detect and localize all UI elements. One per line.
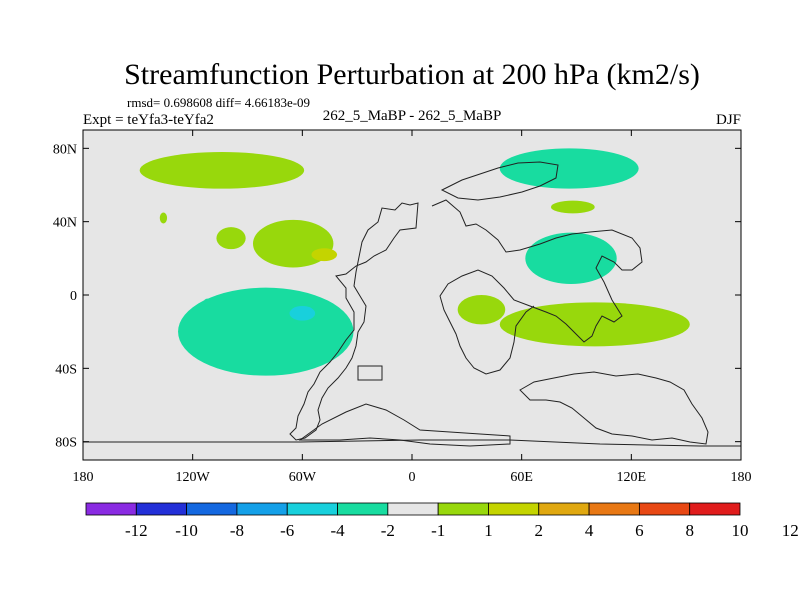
colorbar-label: -10 [175,521,198,540]
y-axis: 80N 40N 0 40S 80S [53,142,741,451]
x-tick-label: 60W [289,470,317,485]
colorbar-swatch [286,502,338,516]
coastline-americas [289,202,419,441]
x-tick-label: 120W [176,470,211,485]
colorbar-swatch [638,502,691,516]
x-tick-label: 180 [73,470,94,485]
colorbar-swatch [387,502,439,516]
colorbar-label: 12 [782,521,799,540]
contour-regions [139,148,690,376]
coastline-eurasia [431,199,643,375]
x-tick-label: 120E [617,470,647,485]
coastline-island [357,365,383,381]
y-tick-label: 0 [70,289,77,304]
colorbar-label: 1 [484,521,493,540]
contour-region-south-pacific-low-core [289,306,316,321]
y-tick-label: 80S [55,436,77,451]
experiment-label: Expt = teYfa3-teYfa2 [83,112,214,128]
colorbar-label: 4 [585,521,594,540]
chart-title: Streamfunction Perturbation at 200 hPa (… [124,58,700,91]
contour-region-sub-pacific-dot [203,298,211,307]
colorbar-label: -8 [230,521,244,540]
contour-region-north-pacific-high [139,152,305,189]
colorbar-label: -6 [280,521,294,540]
colorbar-swatch [588,502,640,516]
colorbar: -12 -10 -8 -6 -4 -2 -1 1 2 4 6 8 10 12 [85,502,799,540]
y-tick-label: 40N [53,216,77,231]
colorbar-swatch [85,502,137,516]
stats-label: rmsd= 0.698608 diff= 4.66183e-09 [127,95,310,110]
colorbar-swatch [538,502,590,516]
colorbar-label: 6 [635,521,644,540]
colorbar-label: -4 [330,521,345,540]
colorbar-swatch [488,502,540,516]
x-tick-label: 0 [409,470,416,485]
coastline-greenland [440,161,559,201]
colorbar-swatch [437,502,489,516]
y-tick-label: 40S [55,362,77,377]
contour-region-east-pacific-high [216,227,246,250]
x-tick-label: 180 [731,470,752,485]
season-label: DJF [716,112,741,128]
case-label: 262_5_MaBP - 262_5_MaBP [323,108,502,124]
colorbar-label: -2 [381,521,395,540]
colorbar-swatch [186,502,238,516]
colorbar-swatch [236,502,288,516]
colorbar-label: 10 [732,521,749,540]
y-tick-label: 80N [53,142,77,157]
contour-region-asia-low [525,232,617,284]
contour-region-indian-ocean-high [457,295,506,325]
contour-region-west-pacific-dot [159,212,168,224]
contour-region-australia-high [499,302,690,347]
coastline-antarctic-peninsula [298,403,511,447]
colorbar-label: 2 [535,521,544,540]
colorbar-label: -12 [125,521,148,540]
colorbar-label: -1 [431,521,445,540]
contour-region-siberia-high [550,200,595,214]
x-tick-label: 60E [510,470,533,485]
colorbar-swatch [689,502,741,516]
colorbar-swatch [337,502,389,516]
x-axis: 180 120W 60W 0 60E 120E 180 [73,130,752,485]
coastlines [83,161,741,447]
contour-region-north-atlantic-low [499,148,639,189]
coastline-antarctica [83,439,741,447]
colorbar-swatch [135,502,188,516]
contour-region-ne-pacific-high-core [311,248,338,262]
coastline-australia [519,371,709,445]
colorbar-label: 8 [685,521,694,540]
